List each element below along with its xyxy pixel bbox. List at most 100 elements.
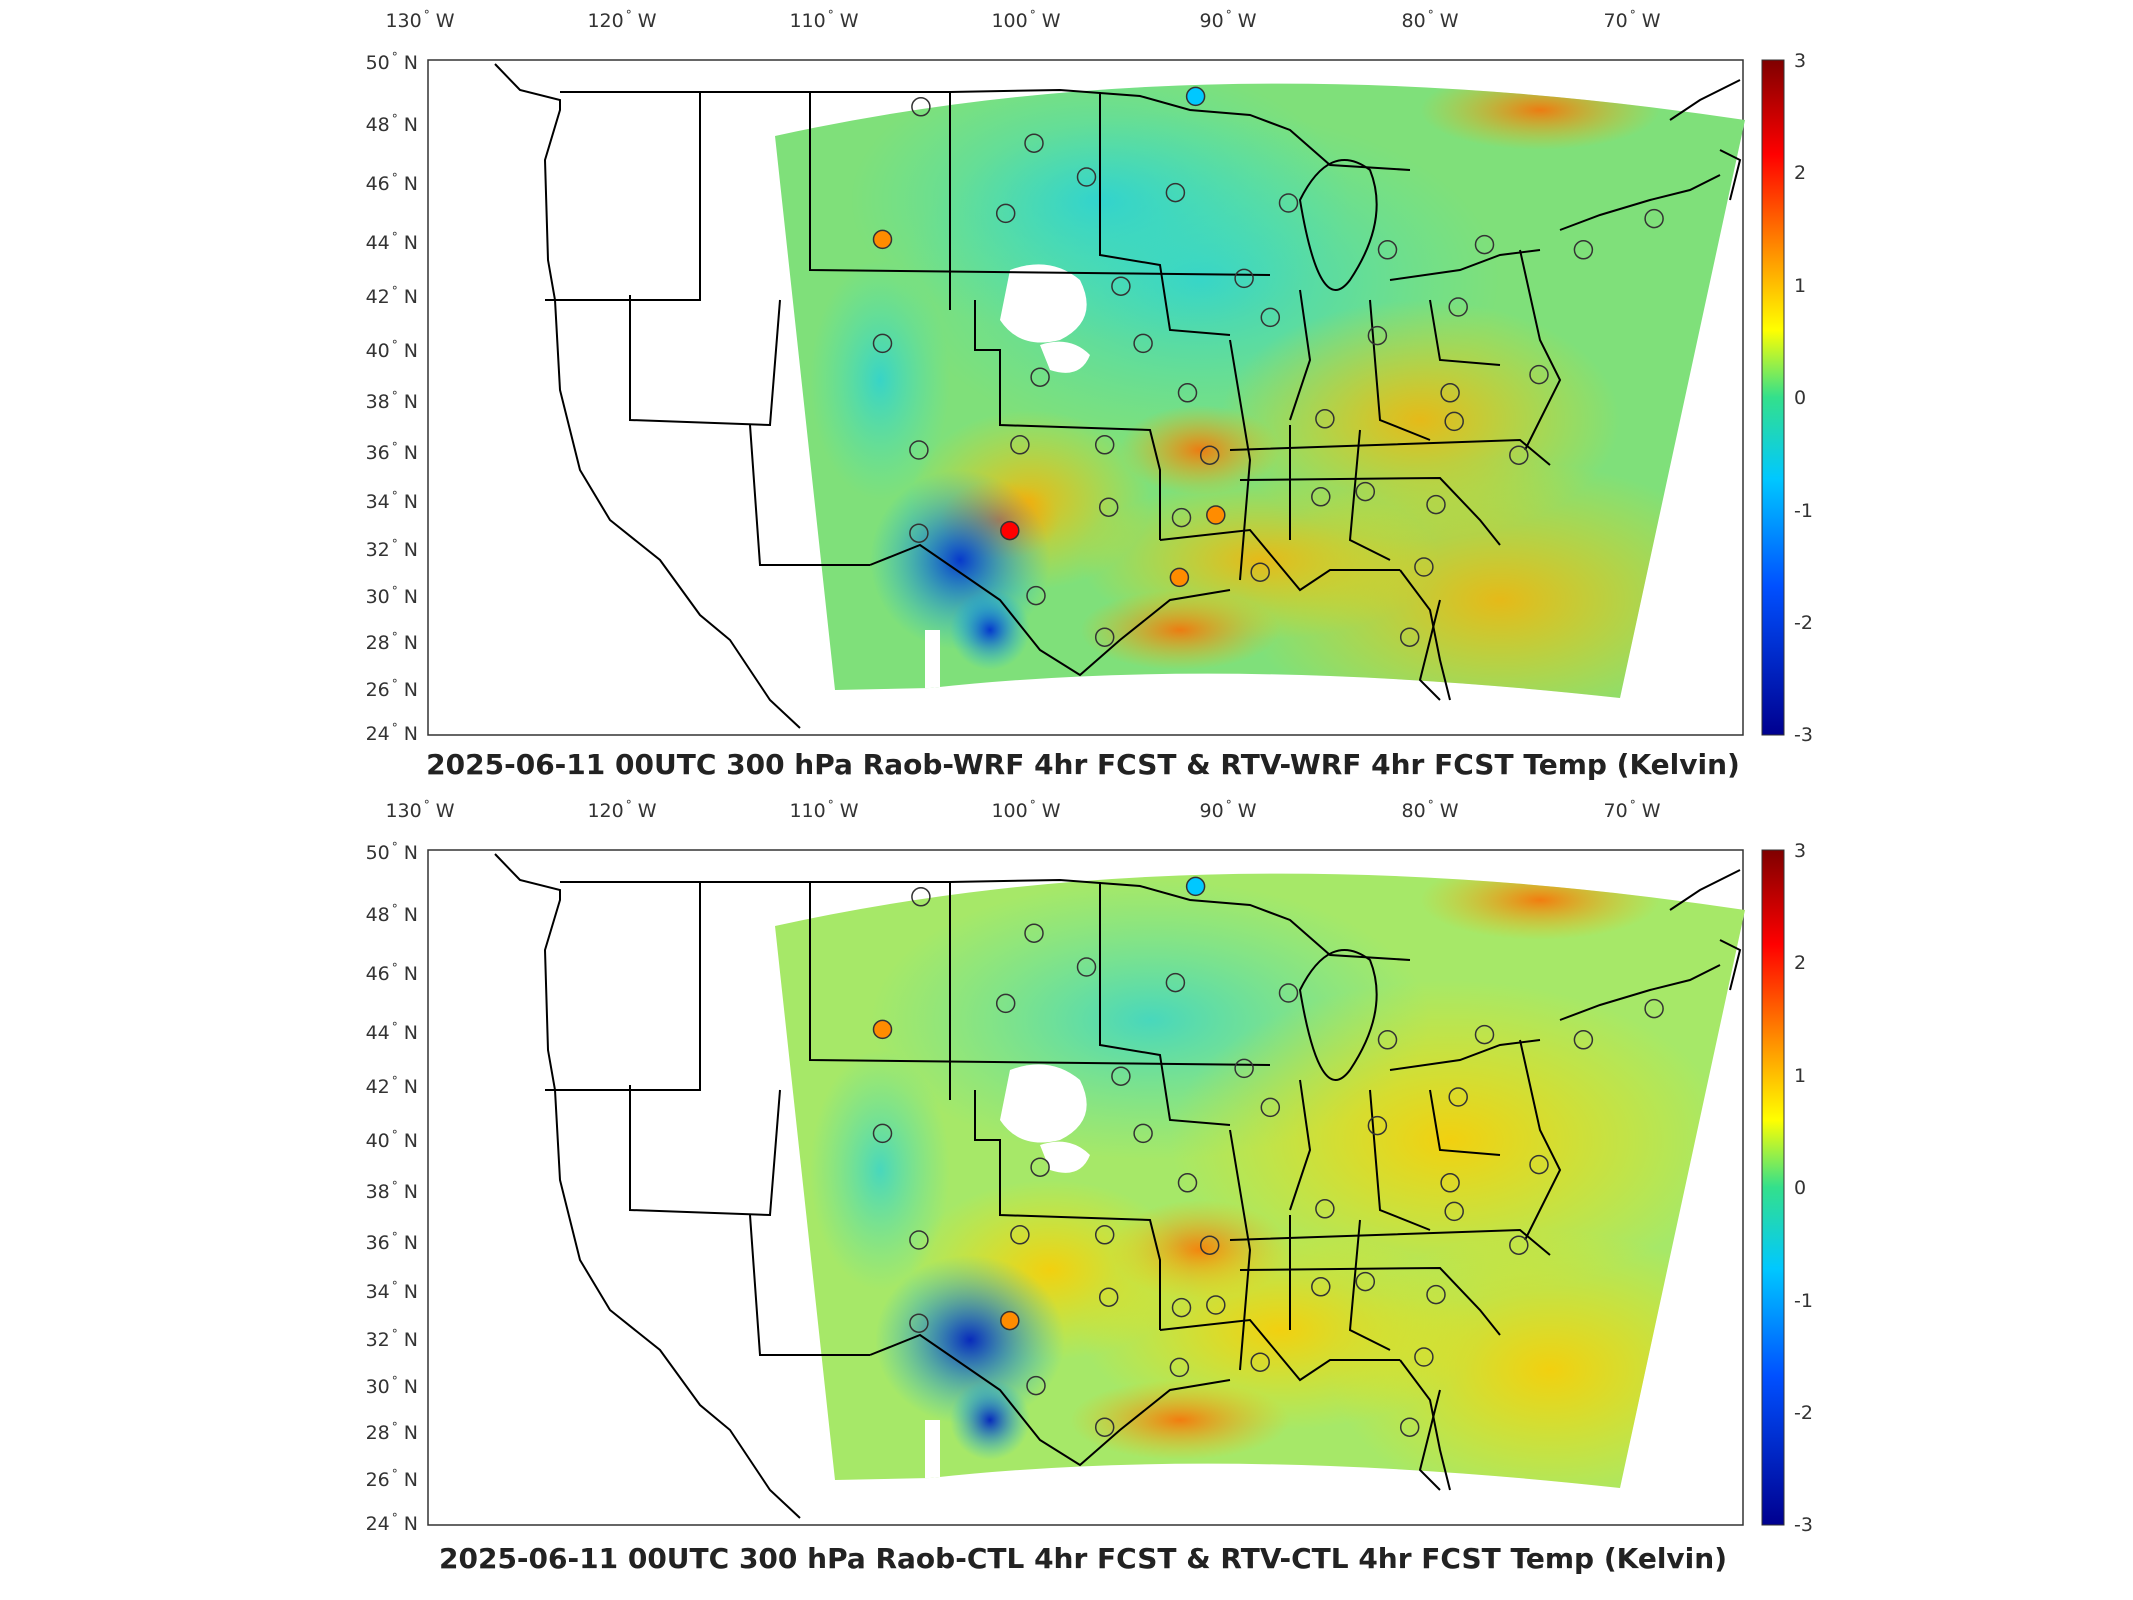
raob-station-marker: [1234, 1058, 1254, 1079]
raob-station-marker: [911, 887, 931, 907]
raob-station-marker: [1260, 1097, 1281, 1118]
map-panel-top: 130 ° W 120 ° W 110 ° W 100 ° W 90 ° W 80 ° W 70 ° W 5…: [0, 0, 2133, 790]
raob-station-marker: [1250, 562, 1270, 582]
colorbar-tick: 0: [1794, 1177, 1807, 1199]
lat-tick: 34 ° N: [365, 489, 418, 513]
raob-station-marker: [1165, 972, 1186, 993]
lat-tick: 30 ° N: [365, 1374, 418, 1398]
raob-station-marker: [1311, 1277, 1331, 1297]
colorbar-tick: 2: [1794, 162, 1807, 184]
lat-tick: 48 ° N: [365, 112, 418, 136]
raob-station-marker: [1426, 1284, 1446, 1305]
raob-station-marker: [1094, 1417, 1115, 1437]
raob-station-marker: [872, 1019, 893, 1040]
lon-tick: 90 ° W: [1199, 798, 1257, 822]
raob-station-marker: [1165, 182, 1186, 203]
raob-station-marker: [1250, 1352, 1270, 1372]
colorbar-tick: -2: [1794, 1402, 1813, 1424]
lat-tick: 50 ° N: [365, 840, 418, 864]
raob-station-marker: [1377, 240, 1398, 260]
raob-station-marker: [1367, 325, 1388, 346]
raob-station-marker: [1206, 505, 1226, 525]
raob-station-marker: [1440, 1173, 1460, 1193]
colorbar-tick: 3: [1794, 50, 1807, 72]
raob-station-marker: [872, 1123, 893, 1144]
raob-station-marker: [1206, 1295, 1226, 1315]
colorbar-tick: 0: [1794, 387, 1807, 409]
temperature-field: [775, 873, 1745, 1489]
raob-station-marker: [909, 440, 929, 460]
raob-station-marker: [1000, 1310, 1020, 1331]
map-borders: [494, 853, 1742, 1519]
lon-tick: 130 ° W: [385, 798, 455, 822]
raob-station-marker: [1024, 133, 1044, 153]
raob-station-marker: [1474, 234, 1495, 255]
raob-station-marker: [1171, 1297, 1192, 1318]
colorbar: [1761, 59, 1785, 736]
raob-station-marker: [1426, 494, 1446, 515]
raob-station-marker: [1076, 167, 1097, 187]
lat-tick: 48 ° N: [365, 902, 418, 926]
lat-tick: 50 ° N: [365, 50, 418, 74]
raob-station-marker: [1644, 208, 1664, 229]
raob-station-marker: [1076, 957, 1097, 977]
raob-station-marker: [1030, 1157, 1050, 1177]
raob-station-marker: [1094, 627, 1115, 647]
lat-tick: 46 ° N: [365, 961, 418, 985]
raob-station-marker: [909, 523, 929, 543]
raob-station-marker: [1448, 1087, 1468, 1107]
lon-tick: 120 ° W: [587, 8, 657, 32]
lat-tick: 40 ° N: [365, 1128, 418, 1152]
lat-tick: 42 ° N: [365, 284, 418, 308]
lat-tick: 36 ° N: [365, 440, 418, 464]
raob-station-marker: [1315, 1199, 1335, 1219]
lat-tick: 38 ° N: [365, 389, 418, 413]
raob-station-marker: [1448, 297, 1468, 317]
station-markers: [872, 876, 1664, 1437]
raob-station-marker: [909, 1230, 929, 1250]
raob-station-marker: [1399, 1417, 1420, 1437]
raob-station-marker: [1030, 367, 1050, 387]
lon-tick: 70 ° W: [1603, 798, 1661, 822]
colorbar-tick: -2: [1794, 612, 1813, 634]
raob-station-marker: [1414, 1347, 1434, 1367]
raob-station-marker: [1260, 307, 1281, 328]
map-figure-top: [427, 59, 1785, 736]
raob-station-marker: [995, 993, 1016, 1014]
raob-station-marker: [1098, 1287, 1119, 1307]
lat-tick: 30 ° N: [365, 584, 418, 608]
raob-station-marker: [911, 97, 931, 117]
raob-station-marker: [872, 229, 893, 250]
lat-tick: 44 ° N: [365, 1020, 418, 1044]
raob-station-marker: [1355, 481, 1376, 502]
colorbar-tick: -1: [1794, 1290, 1813, 1312]
raob-station-marker: [872, 333, 893, 354]
raob-station-marker: [1010, 435, 1030, 455]
raob-station-marker: [1098, 497, 1119, 517]
raob-station-marker: [1311, 487, 1331, 507]
raob-station-marker: [1185, 876, 1206, 897]
lat-tick: 24 ° N: [365, 721, 418, 745]
lat-tick: 36 ° N: [365, 1230, 418, 1254]
raob-station-marker: [1278, 193, 1299, 213]
raob-station-marker: [1169, 1357, 1190, 1378]
panel-title-bottom: 2025-06-11 00UTC 300 hPa Raob-CTL 4hr FC…: [438, 1542, 1728, 1575]
raob-station-marker: [1444, 411, 1464, 432]
colorbar: [1761, 849, 1785, 1526]
raob-station-marker: [1315, 409, 1335, 429]
lat-tick: 32 ° N: [365, 537, 418, 561]
lat-tick: 40 ° N: [365, 338, 418, 362]
lon-tick: 110 ° W: [789, 8, 859, 32]
raob-station-marker: [909, 1313, 929, 1333]
lon-tick: 80 ° W: [1401, 8, 1459, 32]
raob-station-marker: [1177, 383, 1198, 403]
raob-station-marker: [1111, 276, 1131, 296]
lon-tick: 110 ° W: [789, 798, 859, 822]
lon-tick: 100 ° W: [991, 798, 1061, 822]
raob-station-marker: [1111, 1066, 1131, 1086]
raob-station-marker: [1573, 240, 1594, 260]
raob-station-marker: [1185, 86, 1206, 107]
colorbar-tick: -3: [1794, 1514, 1813, 1536]
raob-station-marker: [1573, 1030, 1594, 1050]
colorbar-tick: -3: [1794, 724, 1813, 746]
